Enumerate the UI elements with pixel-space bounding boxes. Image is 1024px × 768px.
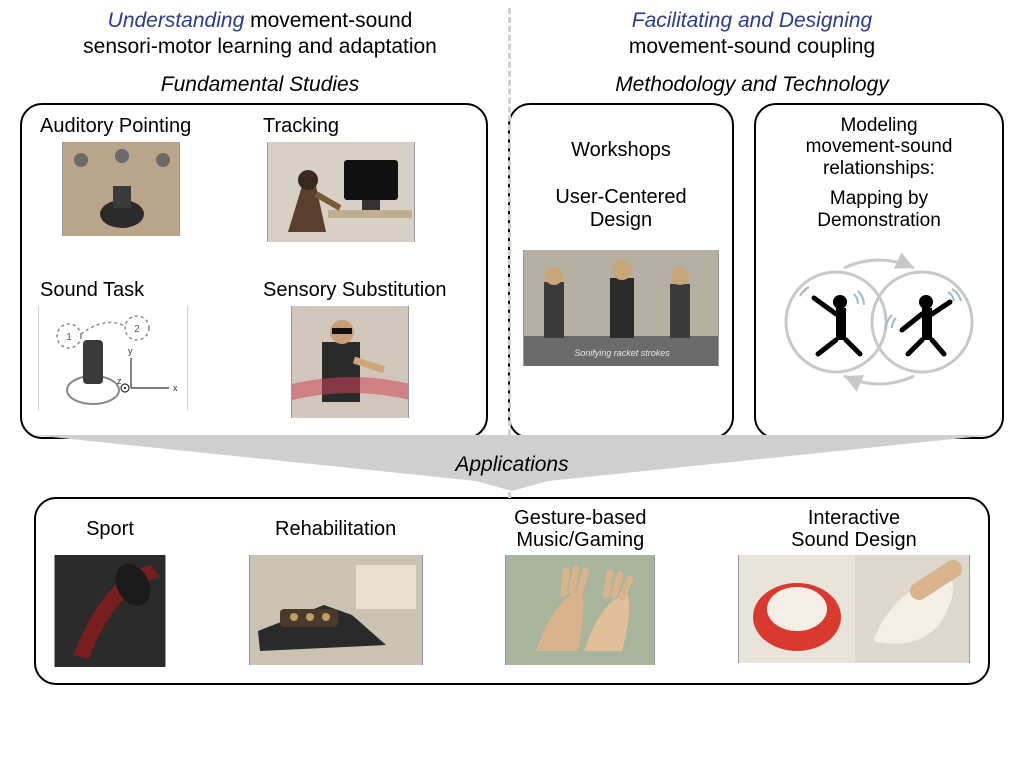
header-row: Understanding movement-sound sensori-mot… <box>0 0 1024 61</box>
svg-text:y: y <box>128 346 133 356</box>
fund-image-tracking <box>267 142 415 242</box>
modeling-sub-l2: Demonstration <box>817 210 941 231</box>
svg-text:2: 2 <box>134 324 140 335</box>
modeling-diagram <box>774 246 984 396</box>
subheading-left: Fundamental Studies <box>20 73 500 97</box>
header-left: Understanding movement-sound sensori-mot… <box>20 8 500 61</box>
fund-image-sensory-substitution <box>291 306 409 418</box>
fund-label: Sound Task <box>40 279 144 302</box>
fund-cell-sensory-substitution: Sensory Substitution <box>257 273 474 423</box>
fundamental-grid: Auditory Pointing Tracking Sound Task <box>34 115 474 423</box>
header-right: Facilitating and Designing movement-soun… <box>500 8 1004 61</box>
methodology-title2-l1: User-Centered <box>555 186 686 208</box>
header-right-em: Facilitating and Designing <box>632 9 872 32</box>
app-image-rehab <box>249 555 423 665</box>
fund-image-sound-task: 1 2 x y z <box>38 306 188 410</box>
app-label: Gesture-based Music/Gaming <box>514 507 646 551</box>
app-col-sport: Sport <box>54 507 166 667</box>
methodology-title2: User-Centered Design <box>555 186 686 232</box>
svg-text:1: 1 <box>66 332 72 343</box>
applications-label: Applications <box>455 453 568 477</box>
arrow-to-applications: Applications <box>0 437 1024 493</box>
app-label-l1: Sport <box>86 518 134 540</box>
app-image-gesture <box>505 555 655 665</box>
fund-cell-tracking: Tracking <box>257 115 474 265</box>
app-label: Rehabilitation <box>275 507 396 551</box>
fund-cell-auditory-pointing: Auditory Pointing <box>34 115 251 265</box>
app-col-gesture: Gesture-based Music/Gaming <box>505 507 655 667</box>
fund-cell-sound-task: Sound Task 1 2 x y z <box>34 273 251 423</box>
subheading-row: Fundamental Studies Methodology and Tech… <box>0 61 1024 103</box>
modeling-title: Modeling movement-sound relationships: <box>806 115 953 181</box>
header-left-em: Understanding <box>108 9 245 32</box>
app-image-sport <box>54 555 166 667</box>
vertical-divider <box>508 8 511 498</box>
app-label-l1: Rehabilitation <box>275 518 396 540</box>
fund-label: Tracking <box>263 115 339 138</box>
app-label-l2: Sound Design <box>791 529 917 551</box>
subheading-right: Methodology and Technology <box>500 73 1004 97</box>
header-left-rest1: movement-sound <box>244 9 412 32</box>
panels-row: Auditory Pointing Tracking Sound Task <box>0 103 1024 439</box>
app-col-rehab: Rehabilitation <box>249 507 423 667</box>
svg-text:Sonifying racket strokes: Sonifying racket strokes <box>574 348 670 358</box>
fund-label: Auditory Pointing <box>40 115 191 138</box>
app-image-sounddesign <box>738 555 970 663</box>
methodology-image: Sonifying racket strokes <box>523 250 719 366</box>
app-label: Interactive Sound Design <box>791 507 917 551</box>
modeling-sub-l1: Mapping by <box>830 188 928 209</box>
header-left-rest2: sensori-motor learning and adaptation <box>83 35 437 58</box>
modeling-subtitle: Mapping by Demonstration <box>817 188 941 232</box>
panel-applications: Sport Rehabilitation Gesture-based Music… <box>34 497 990 685</box>
app-col-sounddesign: Interactive Sound Design <box>738 507 970 667</box>
app-label-l1: Interactive <box>808 507 900 529</box>
header-right-rest2: movement-sound coupling <box>629 35 875 58</box>
fund-image-auditory-pointing <box>62 142 180 236</box>
methodology-title2-l2: Design <box>590 209 652 231</box>
svg-text:x: x <box>173 383 178 393</box>
panel-methodology: Workshops User-Centered Design Sonifying… <box>508 103 734 439</box>
fund-label: Sensory Substitution <box>263 279 446 302</box>
modeling-title-l3: relationships: <box>823 158 935 179</box>
svg-text:z: z <box>117 376 122 386</box>
modeling-title-l2: movement-sound <box>806 136 953 157</box>
panel-fundamental: Auditory Pointing Tracking Sound Task <box>20 103 488 439</box>
app-label-l1: Gesture-based <box>514 507 646 529</box>
panel-modeling: Modeling movement-sound relationships: M… <box>754 103 1004 439</box>
app-label: Sport <box>86 507 134 551</box>
modeling-title-l1: Modeling <box>840 115 917 136</box>
methodology-title1: Workshops <box>571 139 671 162</box>
app-label-l2: Music/Gaming <box>516 529 644 551</box>
